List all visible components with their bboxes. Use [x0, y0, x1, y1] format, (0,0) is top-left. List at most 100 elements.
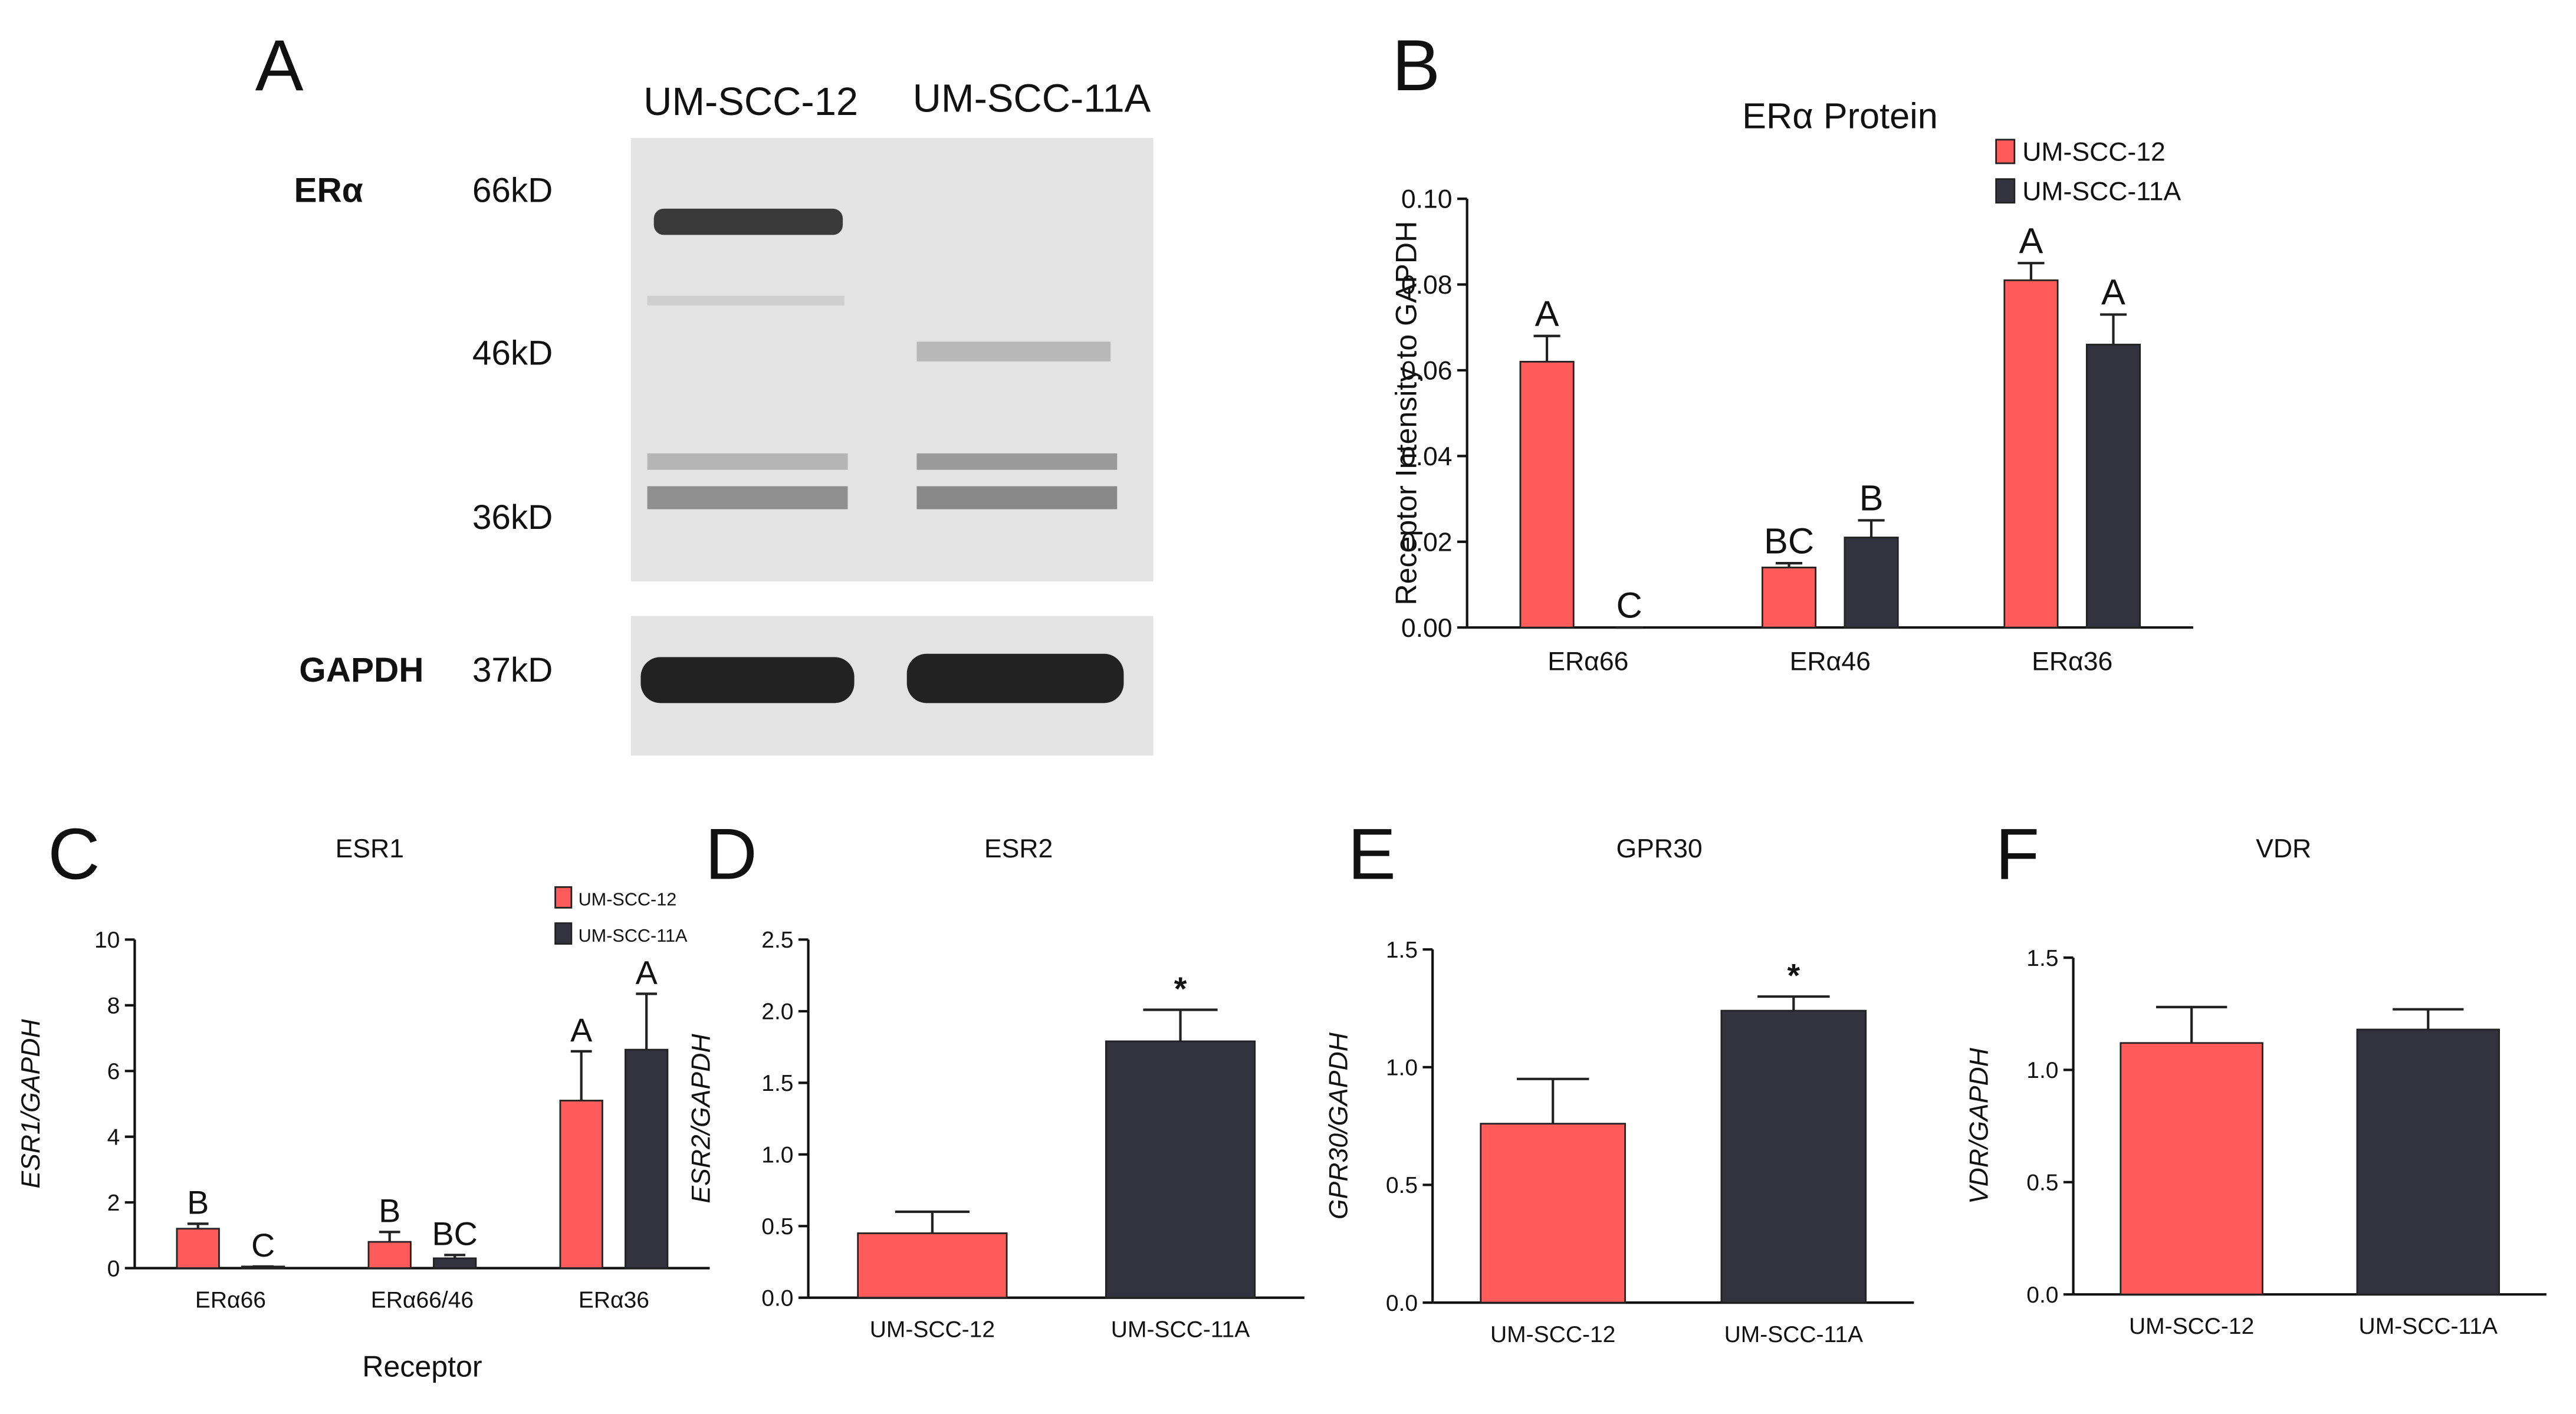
- chart-title: GPR30: [1616, 834, 1703, 863]
- annotation: C: [251, 1227, 275, 1264]
- legend-label: UM-SCC-11A: [2022, 177, 2181, 206]
- blot-band: [647, 295, 845, 306]
- error-bar: [2099, 313, 2127, 345]
- y-tick-label: 10: [94, 928, 120, 953]
- error-bar: [1757, 995, 1830, 1011]
- error-bar: [1858, 519, 1885, 538]
- chart-panel: C ESR1 ESR1/GAPDH Receptor 0 2 4 6 8 10 ERα66 ERα66…: [17, 813, 710, 1383]
- x-tick-label: UM-SCC-11A: [1111, 1317, 1250, 1343]
- y-tick-label: 1.5: [761, 1071, 793, 1096]
- y-tick-label: 1.5: [1386, 938, 1418, 963]
- y-axis-label: VDR/GAPDH: [1965, 1047, 1994, 1204]
- y-tick-label: 0.10: [1401, 185, 1453, 214]
- bar: [1105, 1040, 1256, 1299]
- panel-letter: F: [1995, 813, 2039, 894]
- panel-letter: D: [705, 813, 757, 894]
- y-tick-label: 2.5: [761, 928, 793, 953]
- panel-letter: A: [255, 25, 304, 106]
- annotation: *: [1787, 957, 1800, 994]
- x-tick-label: UM-SCC-12: [870, 1317, 995, 1343]
- lane-label: UM-SCC-11A: [913, 76, 1151, 120]
- lane-label: UM-SCC-12: [643, 80, 858, 124]
- annotation: B: [379, 1193, 400, 1229]
- y-axis-label: GPR30/GAPDH: [1324, 1032, 1353, 1219]
- blot-band: [647, 453, 848, 470]
- blot-band: [653, 208, 843, 235]
- blot-band: [640, 657, 855, 703]
- annotation: B: [1859, 478, 1884, 518]
- annotation: A: [636, 955, 658, 991]
- x-tick-label: UM-SCC-11A: [2359, 1314, 2498, 1339]
- bar: [1519, 361, 1575, 629]
- y-tick-label: 0.5: [1386, 1173, 1418, 1198]
- y-tick-label: 1.5: [2026, 946, 2058, 971]
- annotation: *: [1174, 971, 1187, 1007]
- error-bar: [444, 1254, 466, 1258]
- error-bar: [570, 1050, 592, 1101]
- error-bar: [1516, 1077, 1589, 1124]
- x-tick-label: ERα66: [1547, 647, 1628, 676]
- bar: [176, 1228, 220, 1269]
- x-tick-label: ERα46: [1790, 647, 1871, 676]
- bar: [2085, 343, 2141, 629]
- y-tick-label: 0.02: [1401, 528, 1453, 557]
- x-tick-label: UM-SCC-12: [1490, 1322, 1615, 1347]
- error-bar: [379, 1231, 400, 1242]
- annotation: A: [2019, 221, 2043, 261]
- x-tick-label: ERα66: [195, 1287, 266, 1313]
- bar: [2003, 279, 2059, 629]
- marker-label: 36kD: [472, 498, 553, 537]
- blot-band: [647, 486, 848, 509]
- legend-swatch: [1995, 139, 2016, 165]
- annotation: B: [187, 1185, 209, 1221]
- y-tick-label: 0.06: [1401, 357, 1453, 386]
- chart-panel: D ESR2 ESR2/GAPDH 0.0 0.5 1.0 1.5 2.0 2.5 UM-SCC-…: [686, 813, 1305, 1343]
- bar: [625, 1048, 669, 1269]
- x-tick-label: UM-SCC-11A: [1724, 1322, 1863, 1347]
- y-axis-label: ESR1/GAPDH: [17, 1019, 45, 1189]
- chart-panel: E GPR30 GPR30/GAPDH 0.0 0.5 1.0 1.5 UM-SCC-12 UM…: [1324, 813, 1914, 1347]
- bar: [2356, 1028, 2501, 1295]
- panel-letter: B: [1392, 25, 1440, 106]
- blot-band: [906, 653, 1124, 703]
- blot-band: [916, 341, 1111, 361]
- marker-label: 37kD: [472, 651, 553, 689]
- error-bar: [895, 1210, 970, 1234]
- annotation: C: [1616, 585, 1642, 625]
- error-bar: [2393, 1008, 2464, 1030]
- y-tick-label: 0.0: [2026, 1283, 2058, 1308]
- blot-band: [916, 486, 1118, 509]
- y-tick-label: 1.0: [2026, 1058, 2058, 1083]
- x-tick-label: ERα66/46: [371, 1287, 474, 1313]
- marker-label: 46kD: [472, 334, 553, 372]
- error-bar: [2018, 262, 2045, 281]
- blot-band: [916, 453, 1118, 470]
- error-bar: [187, 1222, 209, 1229]
- x-axis-label: Receptor: [362, 1350, 482, 1383]
- bar: [1480, 1123, 1627, 1304]
- legend-label: UM-SCC-12: [2022, 137, 2166, 166]
- y-axis-label: Receptor Intensity to GAPDH: [1389, 221, 1422, 606]
- y-tick-label: 0.0: [1386, 1291, 1418, 1316]
- annotation: A: [570, 1012, 593, 1048]
- legend-swatch: [554, 886, 573, 909]
- bar: [857, 1232, 1008, 1299]
- y-tick-label: 2: [107, 1191, 120, 1216]
- y-tick-label: 0.04: [1401, 442, 1453, 471]
- bar: [559, 1100, 603, 1269]
- blot-panel: A UM-SCC-12 UM-SCC-11A ERα 66kD 46kD 36k…: [255, 25, 1154, 756]
- y-tick-label: 2.0: [761, 999, 793, 1025]
- legend-label: UM-SCC-11A: [579, 926, 688, 946]
- chart-panel: F VDR VDR/GAPDH 0.0 0.5 1.0 1.5 UM-SCC-12 UM-SCC…: [1965, 813, 2547, 1339]
- bar: [1761, 566, 1817, 629]
- y-tick-label: 1.0: [761, 1142, 793, 1168]
- y-tick-label: 0.00: [1401, 614, 1453, 643]
- chart-title: ERα Protein: [1742, 96, 1938, 136]
- y-tick-label: 0.0: [761, 1285, 793, 1311]
- annotation: A: [1535, 294, 1559, 334]
- error-bar: [2156, 1005, 2227, 1043]
- legend-swatch: [1995, 178, 2016, 204]
- bar: [1844, 537, 1899, 629]
